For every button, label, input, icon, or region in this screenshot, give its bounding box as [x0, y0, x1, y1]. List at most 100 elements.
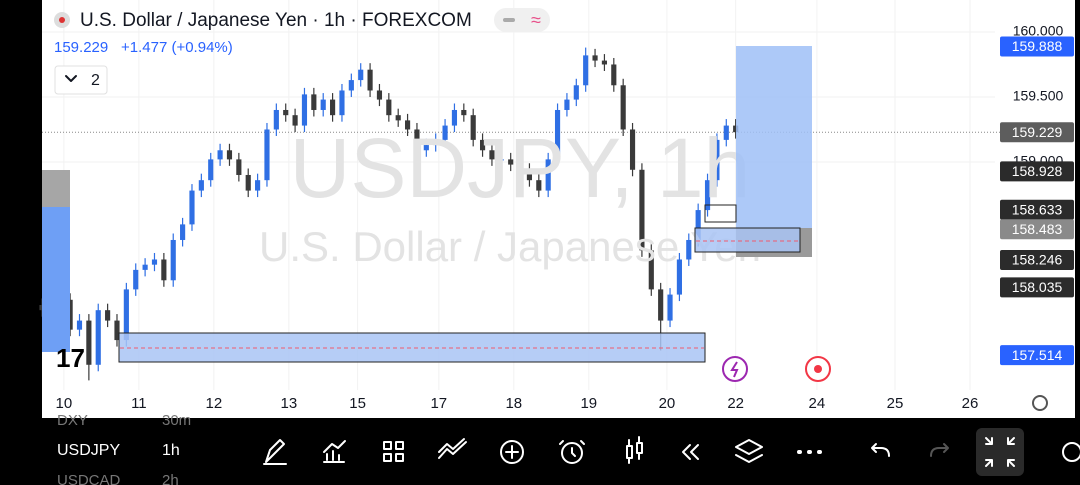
candle-body: [423, 145, 429, 151]
price-label-box: [1000, 199, 1074, 220]
candle-body: [330, 99, 336, 116]
x-tick-label: 10: [56, 395, 73, 412]
candle-body: [583, 55, 589, 86]
candle-body: [629, 129, 636, 170]
candle-body: [170, 239, 176, 281]
candle-body: [451, 109, 458, 126]
redo: [930, 443, 949, 457]
price-label-box: [1000, 122, 1074, 143]
candle-body: [105, 310, 111, 321]
candle-body: [658, 289, 664, 321]
replay-tool[interactable]: [682, 444, 699, 460]
x-tick-label: 24: [809, 395, 826, 412]
candle-body: [611, 64, 617, 86]
candle-body: [142, 264, 148, 270]
undo[interactable]: [871, 443, 890, 457]
candle-body: [592, 55, 598, 61]
candle-body: [489, 150, 495, 160]
x-tick-label: 15: [349, 395, 366, 412]
candle-body: [414, 129, 420, 151]
x-tick-label: 18: [505, 395, 522, 412]
add-tool[interactable]: [500, 440, 524, 464]
layout-tool[interactable]: [383, 441, 404, 462]
x-tick-label: 11: [131, 395, 147, 412]
zone-gray: [42, 170, 70, 207]
candle-body: [273, 109, 279, 130]
candle-body: [386, 99, 392, 116]
last-price: 159.229: [54, 39, 108, 56]
candle-body: [151, 259, 158, 265]
watermark-symbol: USDJPY, 1h: [290, 121, 751, 215]
candle-body: [245, 174, 251, 191]
x-tick-label: 12: [206, 395, 223, 412]
watchlist-symbol[interactable]: USDJPY: [57, 442, 120, 459]
indicators-toggle[interactable]: [54, 65, 108, 95]
candle-body: [255, 180, 261, 191]
indicator-tool[interactable]: [323, 440, 346, 463]
supply-zone[interactable]: [694, 227, 801, 253]
price-label: 159.888: [1012, 38, 1063, 54]
candle-body: [86, 320, 92, 365]
tv-logo[interactable]: 17: [56, 343, 85, 373]
watchlist-interval: 2h: [162, 472, 179, 485]
price-label-box: [1000, 36, 1074, 57]
candle-body: [395, 115, 401, 121]
candle-body: [376, 90, 383, 100]
price-label: 159.229: [1012, 124, 1063, 140]
layers-tool[interactable]: [735, 439, 763, 463]
price-label: 158.246: [1012, 252, 1063, 268]
price-change: +1.477 (+0.94%): [121, 39, 233, 56]
candle-body: [536, 180, 542, 191]
status-icon: ≈: [531, 10, 541, 30]
long-position-target[interactable]: [736, 46, 812, 228]
demand-zone[interactable]: [118, 332, 706, 363]
candle-body: [498, 159, 504, 161]
price-label: 158.483: [1012, 221, 1063, 237]
price-label-box: [1000, 345, 1074, 366]
price-label-box: [1000, 161, 1074, 182]
indicators-count: 2: [91, 72, 100, 89]
candle-body: [442, 125, 448, 140]
extra-tool[interactable]: [1062, 442, 1080, 462]
candle-body: [573, 85, 579, 100]
symbol-title[interactable]: U.S. Dollar / Japanese Yen · 1h · FOREXC…: [80, 10, 472, 31]
y-tick-label: 160.000: [1013, 23, 1064, 39]
alert-tool[interactable]: [561, 442, 583, 464]
watchlist-symbol[interactable]: USDCAD: [57, 472, 121, 485]
candle-body: [236, 159, 242, 175]
candle-body: [601, 60, 608, 65]
settings-icon[interactable]: [1032, 395, 1048, 411]
x-tick-label: 13: [280, 395, 297, 412]
candle-tool[interactable]: [626, 436, 643, 464]
alert-icon: [559, 440, 585, 457]
flag-icon: [59, 17, 65, 23]
compare-tool[interactable]: [438, 438, 467, 459]
candle-body: [348, 80, 354, 91]
draw-tool[interactable]: [263, 439, 287, 465]
candle-body: [686, 239, 692, 260]
candle-body: [545, 159, 551, 191]
price-label-box: [1000, 219, 1074, 240]
price-label: 158.633: [1012, 201, 1063, 217]
chevron: [65, 75, 77, 82]
candle-body: [554, 109, 561, 160]
watchlist-symbol[interactable]: DXY: [57, 412, 88, 429]
candle-body: [479, 139, 486, 151]
candle-body: [648, 250, 654, 290]
candle-body: [311, 94, 317, 110]
fullscreen-button[interactable]: [976, 428, 1024, 476]
status-pill[interactable]: [494, 8, 550, 32]
price-label-box: [1000, 250, 1074, 270]
candle-body: [667, 294, 673, 321]
event-icon: [814, 365, 822, 373]
candle-body: [367, 69, 373, 91]
candle-body: [358, 69, 364, 81]
candle-body: [526, 169, 533, 181]
candle-body: [695, 210, 701, 240]
candle-body: [733, 125, 739, 133]
candle-body: [67, 299, 73, 330]
candle-body: [404, 120, 411, 130]
price-label: 157.514: [1012, 347, 1063, 363]
candle-body: [714, 139, 720, 181]
candle-body: [301, 94, 308, 126]
